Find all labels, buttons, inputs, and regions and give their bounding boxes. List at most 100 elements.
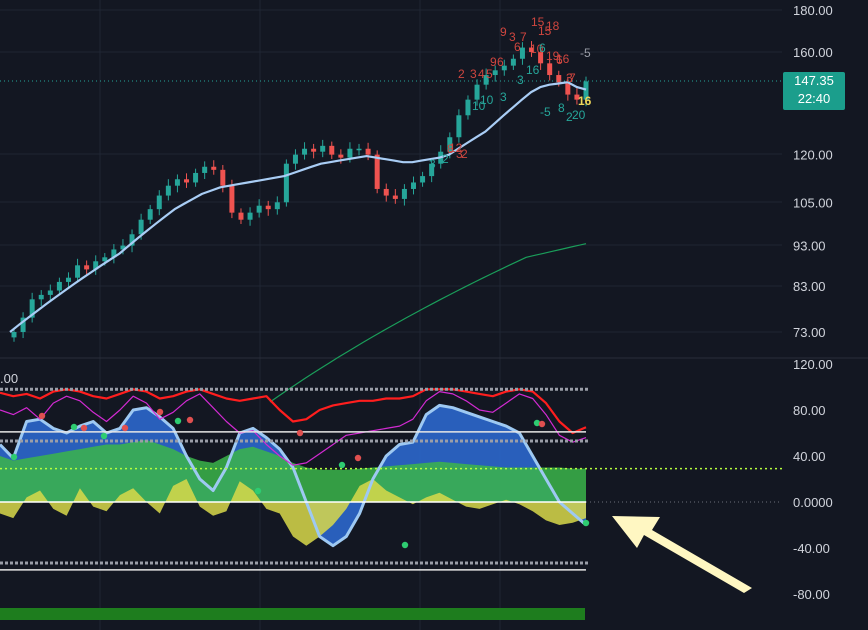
candle-body — [38, 294, 44, 300]
count-annotation-red: 9 — [490, 55, 497, 69]
candle-body — [84, 265, 90, 270]
count-annotation-highlight: 16 — [578, 94, 592, 108]
price-tick-label: 93.00 — [793, 239, 826, 254]
candle-body — [56, 281, 62, 291]
signal-dot — [338, 461, 346, 469]
candle-body — [265, 205, 271, 210]
count-annotation-red: 12 — [449, 141, 463, 155]
candle-body — [283, 163, 289, 203]
oscillator-tick-label: 80.00 — [793, 403, 826, 418]
count-annotation-green: 3 — [500, 90, 507, 104]
count-annotation-red: 9 — [500, 25, 507, 39]
count-annotation-red: 4 — [478, 67, 485, 81]
count-annotation-green: -5 — [540, 105, 551, 119]
candle-body — [356, 148, 362, 151]
count-annotation-red: 19 — [546, 49, 560, 63]
candle-body — [529, 47, 535, 52]
signal-dot — [538, 420, 546, 428]
signal-dot — [254, 487, 262, 495]
count-annotation-red: 18 — [546, 19, 560, 33]
oscillator-tick-label: -80.00 — [793, 587, 830, 602]
oscillator-axis[interactable]: 120.00 80.00 40.00 0.0000 -40.00 -80.00 — [793, 357, 833, 602]
candle-body — [410, 182, 416, 189]
price-tick-label: 105.00 — [793, 195, 833, 210]
count-annotation-green: 2 — [442, 152, 449, 166]
oscillator-tick-label: -40.00 — [793, 541, 830, 556]
slow-ma-path — [269, 243, 587, 403]
fast-ma-path — [9, 81, 587, 333]
candle-body — [93, 261, 99, 270]
candle-body — [456, 115, 462, 138]
candle-body — [547, 63, 553, 76]
candle-body — [338, 154, 344, 158]
signal-dot — [156, 408, 164, 416]
count-annotation-red: 3 — [470, 67, 477, 81]
count-annotation-red: 10 — [530, 42, 544, 56]
candle-body — [20, 317, 26, 332]
candle-body — [538, 52, 544, 64]
candle-body — [138, 219, 144, 235]
signal-dot — [70, 423, 78, 431]
candle-body — [147, 209, 153, 220]
candle-body — [302, 148, 308, 155]
candle-body — [184, 179, 190, 183]
candle-body — [519, 47, 525, 59]
price-tick-label: 160.00 — [793, 45, 833, 60]
count-annotation-red: -5 — [580, 46, 591, 60]
count-annotation-red: 5 — [486, 67, 493, 81]
count-annotation-green: 2 — [566, 110, 573, 124]
fast-moving-average-line — [9, 81, 587, 333]
count-annotation-red: 6 — [514, 40, 521, 54]
signal-dot — [100, 432, 108, 440]
slow-moving-average-line — [269, 243, 587, 403]
price-tick-label: 180.00 — [793, 3, 833, 18]
candle-body — [220, 169, 226, 186]
signal-dot — [401, 541, 409, 549]
candle-body — [311, 148, 317, 152]
count-annotation-green: 3 — [429, 157, 436, 171]
candle-body — [11, 332, 17, 338]
current-price-tag: 147.35 22:40 — [783, 72, 845, 110]
candle-body — [429, 163, 435, 177]
signal-dot — [296, 429, 304, 437]
oscillator-light-blue-line — [0, 403, 587, 548]
count-annotation-green: 20 — [572, 108, 586, 122]
candle-body — [165, 185, 171, 196]
count-annotation-green: 8 — [558, 101, 565, 115]
candle-body — [365, 148, 371, 155]
candle-body — [383, 188, 389, 196]
bar-countdown: 22:40 — [797, 91, 831, 106]
grid — [0, 0, 782, 630]
candle-body — [556, 75, 562, 83]
count-annotation-red: 3 — [509, 30, 516, 44]
candle-body — [174, 179, 180, 186]
count-annotation-red: 2 — [458, 67, 465, 81]
oscillator-tick-label: 120.00 — [793, 357, 833, 372]
candle-body — [274, 202, 280, 210]
price-axis[interactable]: 180.00 160.00 120.00 105.00 93.00 83.00 73.00 — [793, 3, 833, 340]
count-annotation-green: 16 — [526, 63, 540, 77]
candle-body — [320, 145, 326, 152]
candle-body — [229, 185, 235, 213]
count-annotation-red: 8 — [447, 142, 454, 156]
count-annotation-red: 6 — [556, 53, 563, 67]
candle-body — [574, 94, 580, 100]
candle-body — [247, 212, 253, 220]
candle-body — [483, 75, 489, 85]
signal-dot — [354, 454, 362, 462]
signal-dot — [38, 412, 46, 420]
candle-body — [120, 245, 126, 250]
pointer-arrow-icon — [612, 516, 752, 593]
candle-body — [256, 205, 262, 213]
signal-dot — [10, 453, 18, 461]
candle-body — [129, 234, 135, 246]
price-tick-label: 73.00 — [793, 325, 826, 340]
signal-dot — [121, 424, 129, 432]
candle-body — [392, 195, 398, 199]
candle-body — [510, 58, 516, 66]
signal-dot — [582, 519, 590, 527]
candle-body — [501, 65, 507, 71]
count-annotation-red: 16 — [556, 52, 570, 66]
candle-body — [565, 82, 571, 95]
